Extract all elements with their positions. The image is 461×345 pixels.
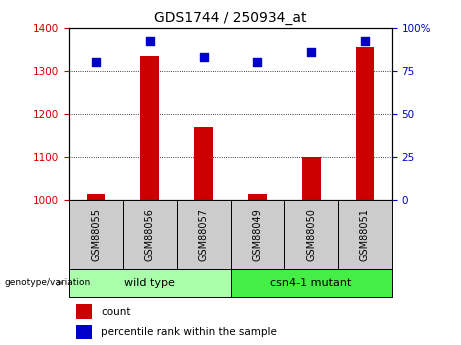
Bar bbox=[230, 200, 284, 269]
Bar bbox=[123, 200, 177, 269]
Bar bbox=[248, 194, 267, 200]
Point bbox=[254, 59, 261, 65]
Text: GSM88049: GSM88049 bbox=[252, 208, 262, 261]
Title: GDS1744 / 250934_at: GDS1744 / 250934_at bbox=[154, 11, 307, 25]
Bar bbox=[76, 325, 92, 339]
Text: GSM88056: GSM88056 bbox=[145, 208, 155, 261]
Bar bbox=[177, 200, 230, 269]
Bar bbox=[355, 47, 374, 200]
Bar bbox=[69, 269, 230, 297]
Bar bbox=[284, 200, 338, 269]
Bar bbox=[230, 269, 392, 297]
Bar bbox=[302, 157, 320, 200]
Text: genotype/variation: genotype/variation bbox=[5, 278, 91, 287]
Text: GSM88055: GSM88055 bbox=[91, 208, 101, 261]
Bar bbox=[338, 200, 392, 269]
Point bbox=[146, 39, 154, 44]
Point bbox=[307, 49, 315, 55]
Bar bbox=[194, 127, 213, 200]
Text: wild type: wild type bbox=[124, 278, 175, 288]
Bar bbox=[141, 56, 159, 200]
Text: count: count bbox=[101, 307, 131, 317]
Text: percentile rank within the sample: percentile rank within the sample bbox=[101, 327, 278, 337]
Text: GSM88057: GSM88057 bbox=[199, 208, 209, 261]
Point bbox=[92, 59, 100, 65]
Point bbox=[200, 54, 207, 60]
Bar bbox=[87, 194, 106, 200]
Bar bbox=[76, 304, 92, 319]
Text: csn4-1 mutant: csn4-1 mutant bbox=[271, 278, 352, 288]
Bar bbox=[69, 200, 123, 269]
Point bbox=[361, 39, 369, 44]
Text: GSM88050: GSM88050 bbox=[306, 208, 316, 261]
Text: GSM88051: GSM88051 bbox=[360, 208, 370, 261]
